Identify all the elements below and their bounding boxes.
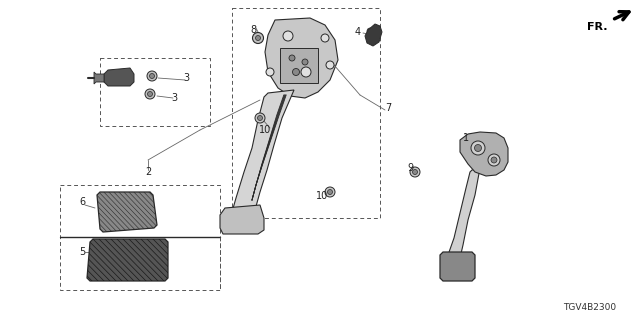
Circle shape [145,89,155,99]
Polygon shape [460,132,508,176]
Circle shape [147,92,152,97]
Circle shape [413,170,417,174]
Circle shape [255,113,265,123]
Circle shape [474,145,481,151]
Bar [232,8,380,218]
Text: 8: 8 [250,25,256,35]
Circle shape [302,59,308,65]
Circle shape [367,28,373,34]
Text: 10: 10 [316,191,328,201]
Circle shape [328,189,333,195]
Polygon shape [104,68,134,86]
Bar [100,58,210,126]
Circle shape [257,116,262,121]
Text: 5: 5 [79,247,85,257]
Text: 3: 3 [183,73,189,83]
Text: 2: 2 [145,167,151,177]
Text: 3: 3 [171,93,177,103]
Text: 6: 6 [79,197,85,207]
Circle shape [289,55,295,61]
Circle shape [253,33,264,44]
Circle shape [491,157,497,163]
Circle shape [150,74,154,78]
Bar [280,48,318,83]
Text: 7: 7 [385,103,391,113]
Polygon shape [265,18,338,98]
Polygon shape [232,90,294,212]
Polygon shape [440,252,475,281]
Polygon shape [448,168,480,260]
Circle shape [266,68,274,76]
Circle shape [283,31,293,41]
Polygon shape [94,72,104,84]
Circle shape [292,68,300,76]
Text: 1: 1 [463,133,469,143]
Text: FR.: FR. [586,22,607,32]
Circle shape [255,36,260,41]
Polygon shape [365,24,382,46]
Circle shape [147,71,157,81]
Polygon shape [97,192,157,232]
Circle shape [488,154,500,166]
Circle shape [325,187,335,197]
Text: 9: 9 [407,163,413,173]
Text: TGV4B2300: TGV4B2300 [563,303,616,313]
Bar [60,185,220,290]
Circle shape [471,141,485,155]
Polygon shape [220,205,264,234]
Circle shape [326,61,334,69]
Text: 10: 10 [259,125,271,135]
Circle shape [321,34,329,42]
Polygon shape [87,239,168,281]
Text: 4: 4 [355,27,361,37]
Circle shape [410,167,420,177]
Circle shape [301,67,311,77]
